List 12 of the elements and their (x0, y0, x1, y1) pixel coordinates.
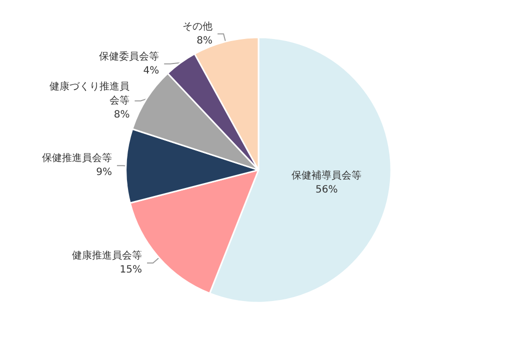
data-label: 8% (196, 35, 213, 46)
data-label: 8% (114, 109, 130, 120)
slice-label: 健康推進員会等 (72, 249, 142, 262)
slice-label: 保健推進員会等 (42, 152, 112, 164)
data-label: 56% (315, 184, 338, 196)
slice-label: その他 (182, 20, 213, 32)
slice-label: 健康づくり推進員会等 (50, 80, 130, 106)
data-label: 15% (120, 264, 142, 276)
slice-label: 保健補導員会等 (292, 169, 362, 182)
data-label: 9% (96, 167, 112, 178)
slice-label: 保健委員会等 (99, 50, 160, 62)
data-label: 4% (143, 65, 160, 76)
